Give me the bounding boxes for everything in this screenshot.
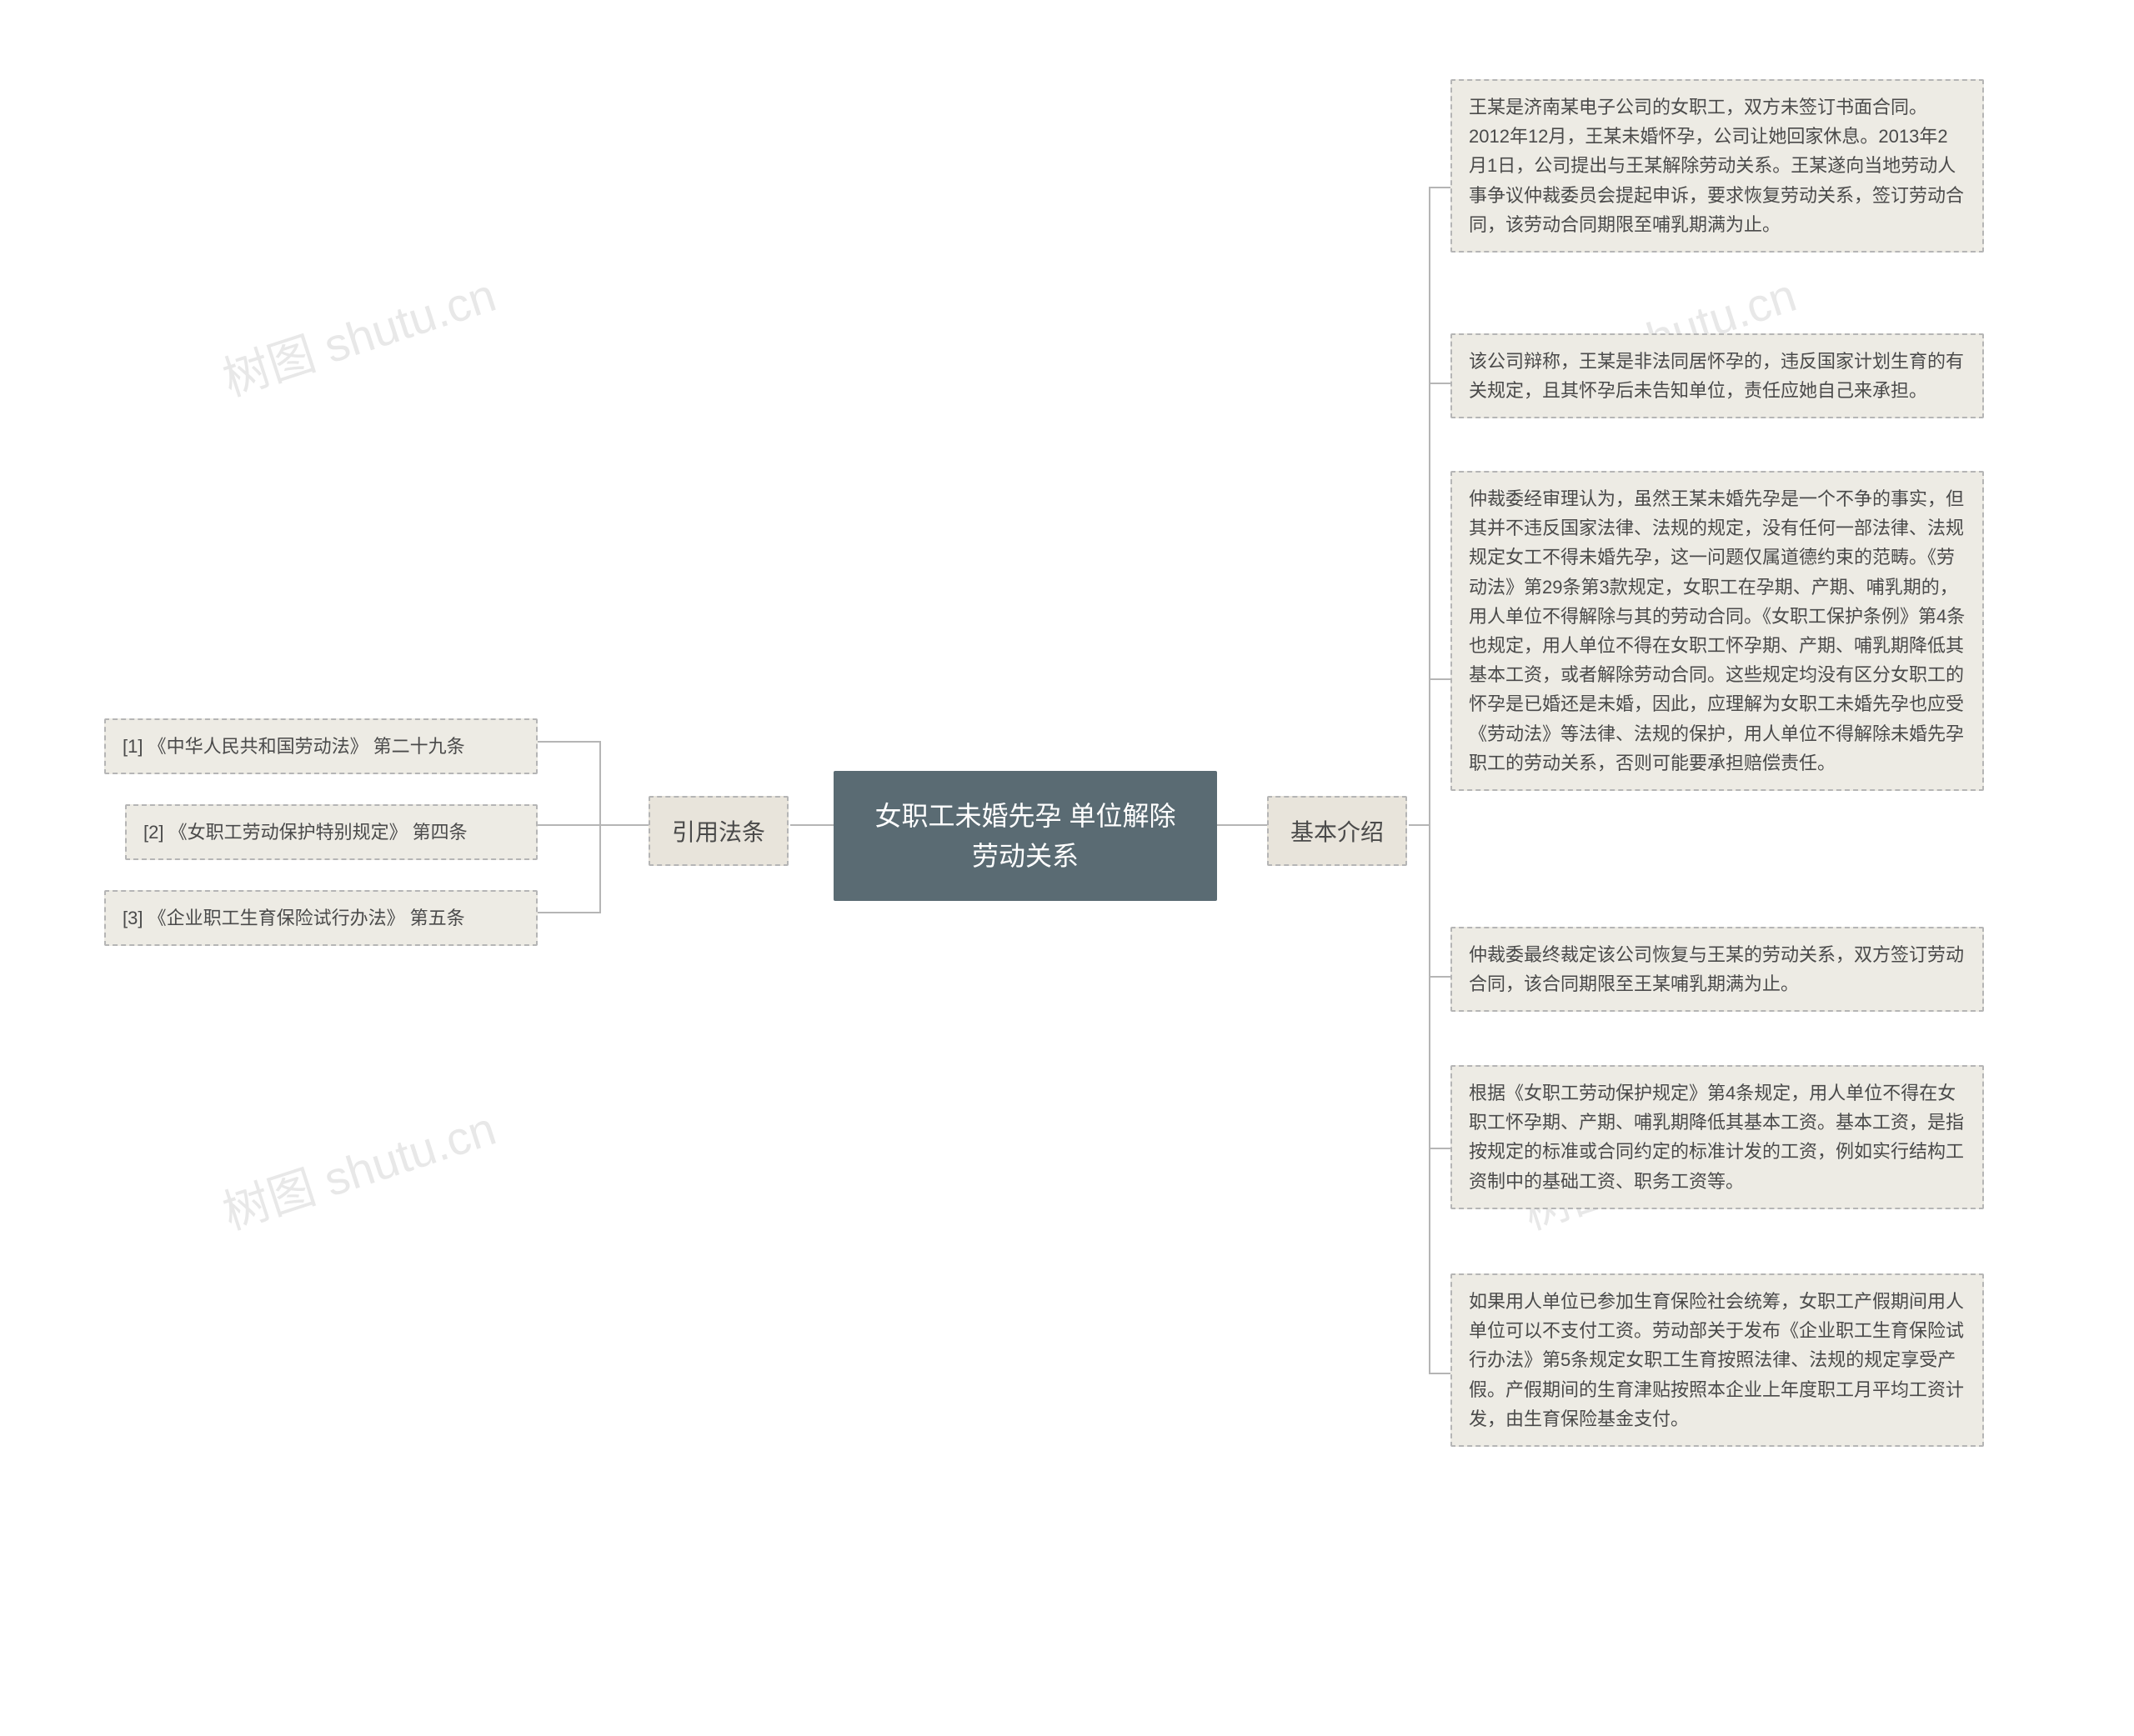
leaf-text: 该公司辩称，王某是非法同居怀孕的，违反国家计划生育的有关规定，且其怀孕后未告知单…: [1469, 351, 1964, 401]
branch-left[interactable]: 引用法条: [649, 796, 789, 866]
leaf-left-2[interactable]: [2] 《女职工劳动保护特别规定》 第四条: [125, 804, 538, 860]
leaf-text: [2] 《女职工劳动保护特别规定》 第四条: [143, 822, 468, 843]
leaf-left-1[interactable]: [1] 《中华人民共和国劳动法》 第二十九条: [104, 718, 538, 774]
leaf-text: 仲裁委最终裁定该公司恢复与王某的劳动关系，双方签订劳动合同，该合同期限至王某哺乳…: [1469, 944, 1964, 994]
watermark: 树图 shutu.cn: [213, 1092, 503, 1243]
root-line2: 劳动关系: [867, 836, 1184, 876]
branch-left-label: 引用法条: [672, 819, 765, 845]
leaf-right-2[interactable]: 该公司辩称，王某是非法同居怀孕的，违反国家计划生育的有关规定，且其怀孕后未告知单…: [1450, 333, 1984, 418]
leaf-right-5[interactable]: 根据《女职工劳动保护规定》第4条规定，用人单位不得在女职工怀孕期、产期、哺乳期降…: [1450, 1065, 1984, 1209]
leaf-right-3[interactable]: 仲裁委经审理认为，虽然王某未婚先孕是一个不争的事实，但其并不违反国家法律、法规的…: [1450, 471, 1984, 791]
watermark: 树图 shutu.cn: [213, 258, 503, 410]
root-line1: 女职工未婚先孕 单位解除: [867, 796, 1184, 836]
leaf-text: [3] 《企业职工生育保险试行办法》 第五条: [123, 908, 465, 928]
leaf-text: [1] 《中华人民共和国劳动法》 第二十九条: [123, 736, 465, 757]
leaf-right-6[interactable]: 如果用人单位已参加生育保险社会统筹，女职工产假期间用人单位可以不支付工资。劳动部…: [1450, 1273, 1984, 1447]
leaf-text: 仲裁委经审理认为，虽然王某未婚先孕是一个不争的事实，但其并不违反国家法律、法规的…: [1469, 488, 1965, 773]
leaf-text: 根据《女职工劳动保护规定》第4条规定，用人单位不得在女职工怀孕期、产期、哺乳期降…: [1469, 1083, 1964, 1192]
leaf-text: 王某是济南某电子公司的女职工，双方未签订书面合同。2012年12月，王某未婚怀孕…: [1469, 97, 1964, 235]
leaf-left-3[interactable]: [3] 《企业职工生育保险试行办法》 第五条: [104, 890, 538, 946]
branch-right-label: 基本介绍: [1290, 819, 1384, 845]
leaf-right-1[interactable]: 王某是济南某电子公司的女职工，双方未签订书面合同。2012年12月，王某未婚怀孕…: [1450, 79, 1984, 253]
branch-right[interactable]: 基本介绍: [1267, 796, 1407, 866]
root-node[interactable]: 女职工未婚先孕 单位解除 劳动关系: [834, 771, 1217, 901]
mindmap-canvas: 树图 shutu.cn 树图 shutu.cn 树图 shutu.cn 树图 s…: [0, 0, 2134, 1736]
leaf-text: 如果用人单位已参加生育保险社会统筹，女职工产假期间用人单位可以不支付工资。劳动部…: [1469, 1291, 1964, 1429]
leaf-right-4[interactable]: 仲裁委最终裁定该公司恢复与王某的劳动关系，双方签订劳动合同，该合同期限至王某哺乳…: [1450, 927, 1984, 1012]
